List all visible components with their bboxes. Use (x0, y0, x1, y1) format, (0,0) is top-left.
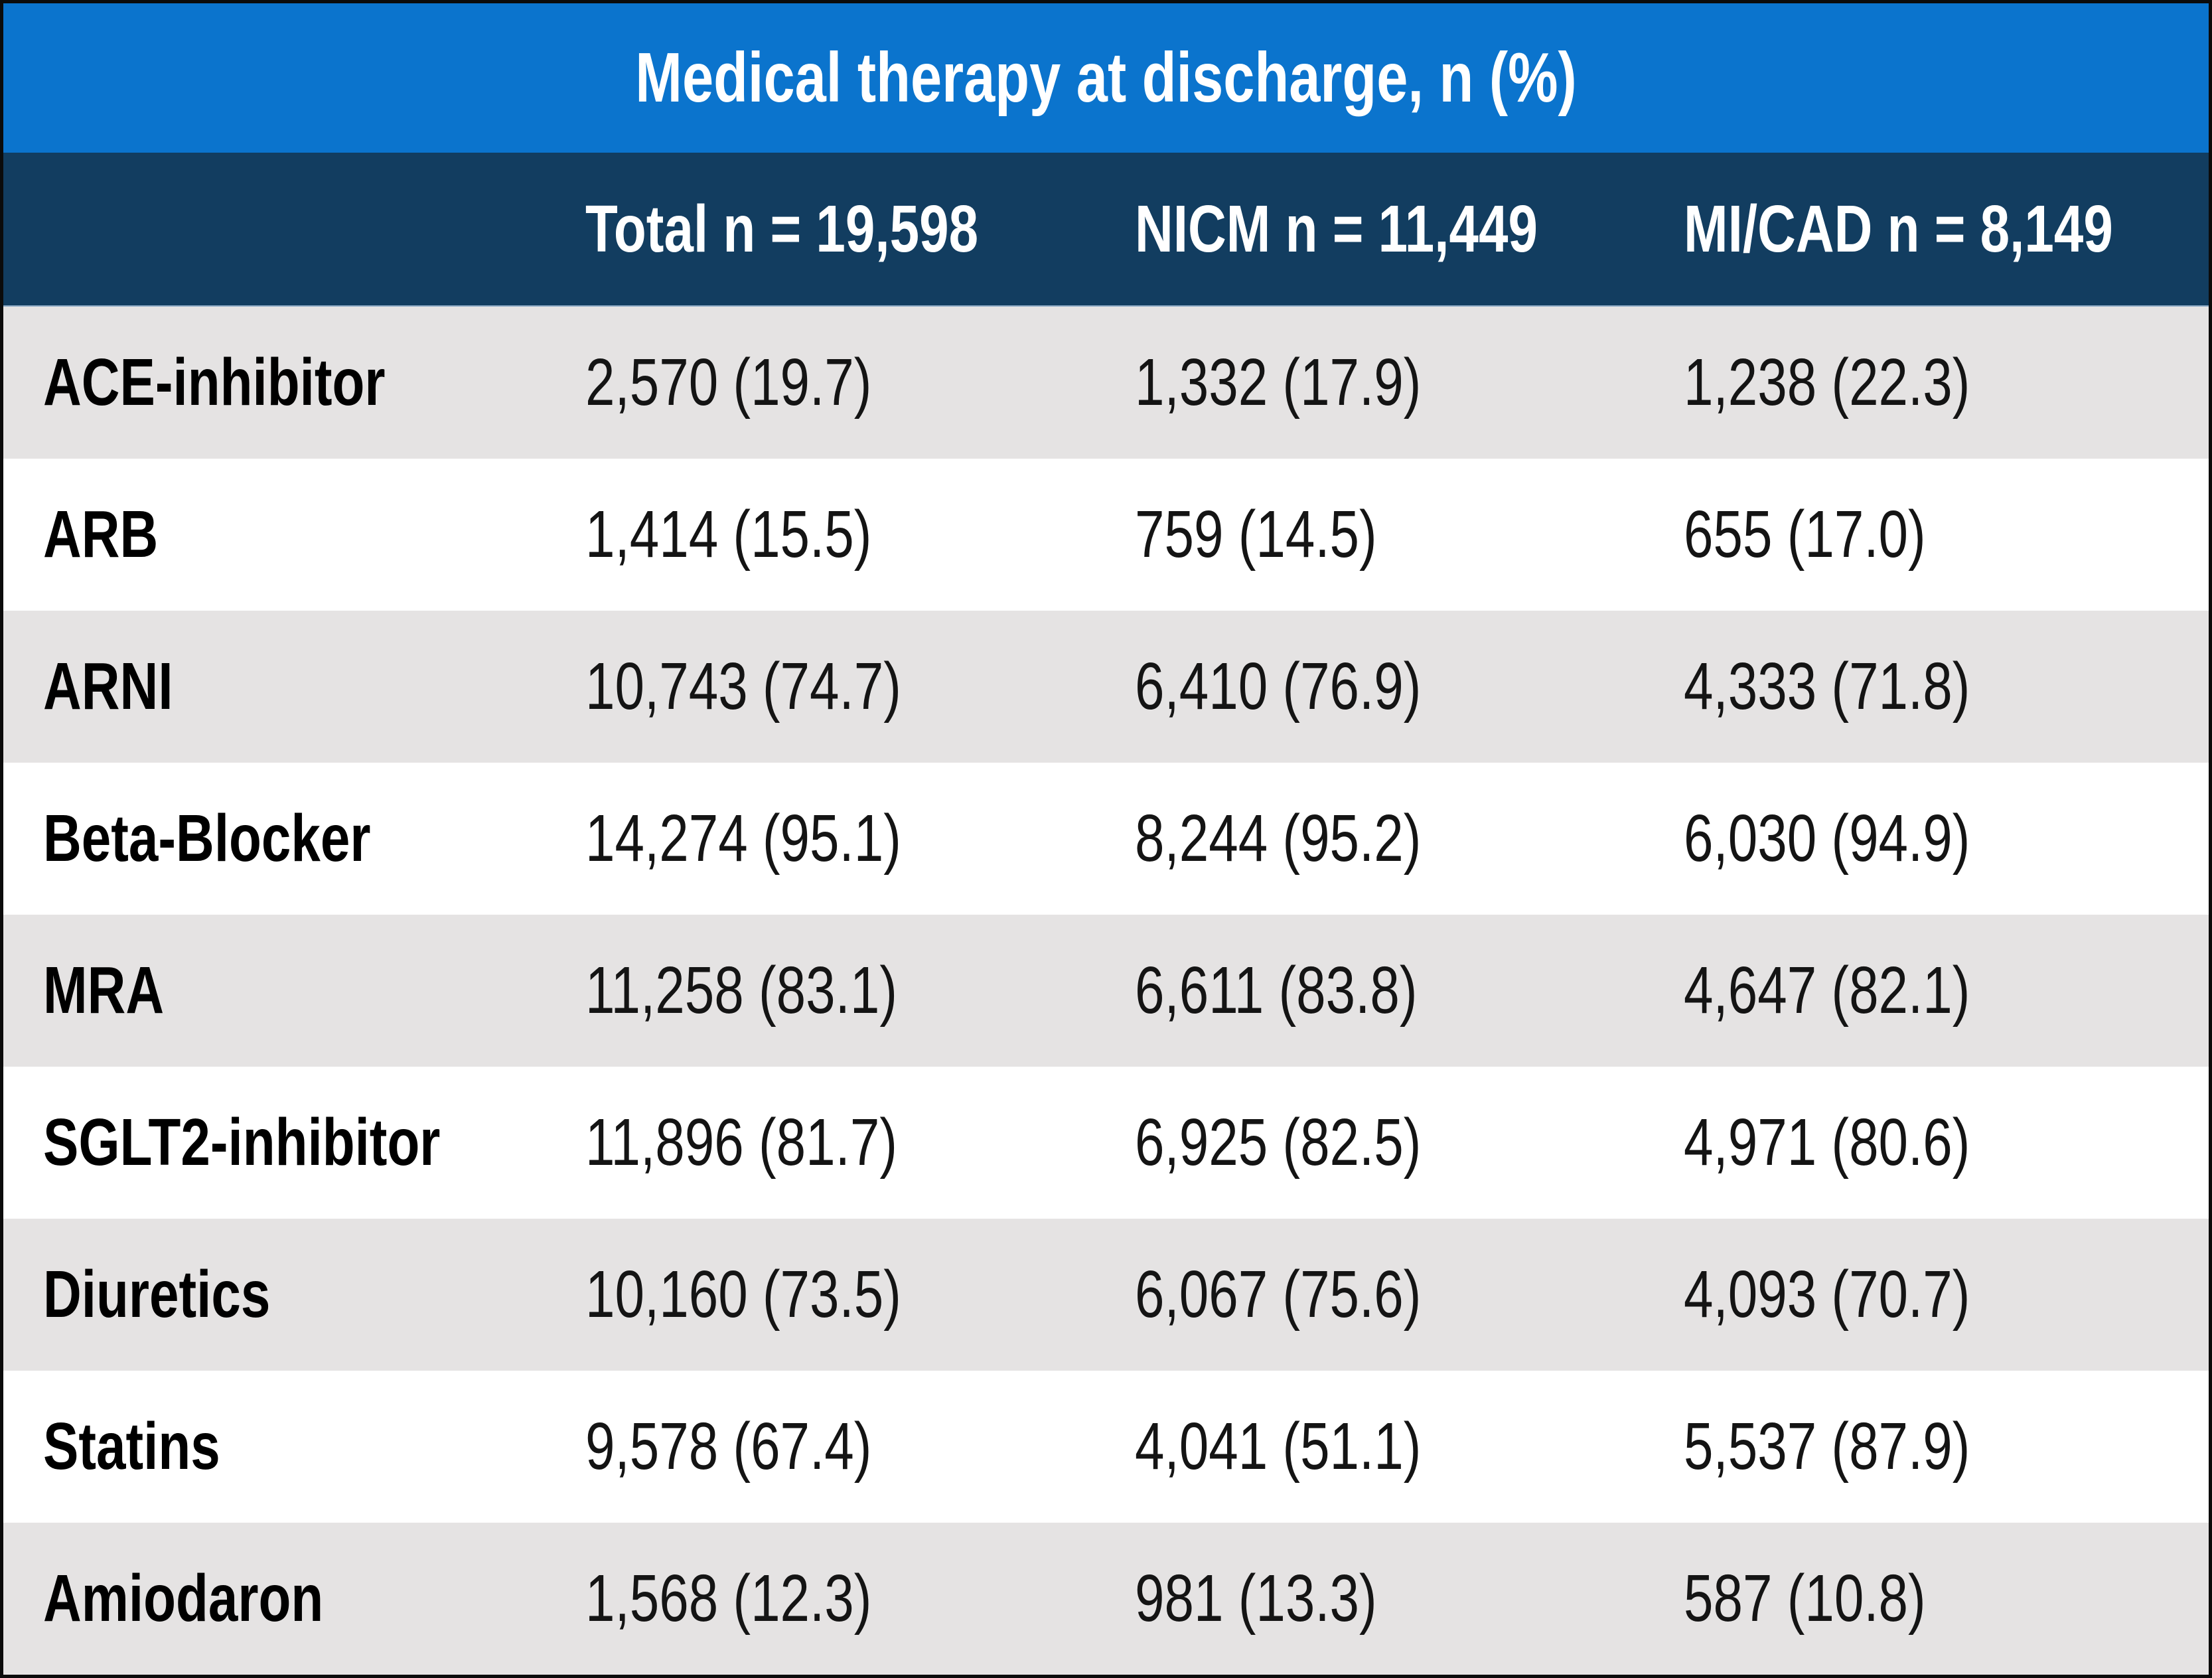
cell-nicm: 6,925 (82.5) (1135, 1105, 1684, 1181)
cell-value: 655 (17.0) (1684, 497, 1926, 572)
cell-nicm: 6,611 (83.8) (1135, 953, 1684, 1029)
table-header-row: Total n = 19,598 NICM n = 11,449 MI/CAD … (3, 153, 2209, 307)
cell-nicm: 4,041 (51.1) (1135, 1409, 1684, 1485)
cell-value: 4,647 (82.1) (1684, 953, 1970, 1028)
cell-total: 9,578 (67.4) (585, 1409, 1134, 1485)
cell-value: 6,611 (83.8) (1134, 953, 1418, 1028)
cell-micad: 655 (17.0) (1684, 496, 2209, 573)
cell-value: 10,743 (74.7) (585, 649, 902, 724)
cell-value: 1,414 (15.5) (585, 497, 872, 572)
column-header-micad: MI/CAD n = 8,149 (1684, 191, 2113, 266)
row-label-cell: Beta-Blocker (3, 801, 585, 877)
cell-value: 1,332 (17.9) (1134, 345, 1422, 420)
cell-micad: 4,333 (71.8) (1684, 648, 2209, 725)
row-label-cell: ARB (3, 496, 585, 573)
cell-nicm: 981 (13.3) (1135, 1561, 1684, 1637)
cell-nicm: 1,332 (17.9) (1135, 344, 1684, 421)
row-label: SGLT2-inhibitor (43, 1105, 441, 1180)
table-row-arb: ARB 1,414 (15.5) 759 (14.5) 655 (17.0) (3, 459, 2209, 611)
table-row-amiodaron: Amiodaron 1,568 (12.3) 981 (13.3) 587 (1… (3, 1523, 2209, 1675)
cell-micad: 5,537 (87.9) (1684, 1409, 2209, 1485)
cell-total: 2,570 (19.7) (585, 344, 1134, 421)
cell-value: 4,971 (80.6) (1684, 1105, 1970, 1180)
cell-value: 6,030 (94.9) (1684, 801, 1970, 876)
column-header-total: Total n = 19,598 (585, 191, 979, 266)
cell-total: 1,568 (12.3) (585, 1561, 1134, 1637)
cell-total: 1,414 (15.5) (585, 496, 1134, 573)
table-row-mra: MRA 11,258 (83.1) 6,611 (83.8) 4,647 (82… (3, 915, 2209, 1067)
cell-total: 10,160 (73.5) (585, 1257, 1134, 1333)
cell-value: 4,093 (70.7) (1684, 1257, 1970, 1332)
cell-value: 2,570 (19.7) (585, 345, 872, 420)
table-row-diuretics: Diuretics 10,160 (73.5) 6,067 (75.6) 4,0… (3, 1219, 2209, 1371)
header-cell-total: Total n = 19,598 (585, 191, 1134, 267)
cell-value: 11,258 (83.1) (585, 953, 898, 1028)
row-label: Diuretics (43, 1257, 271, 1332)
cell-nicm: 8,244 (95.2) (1135, 801, 1684, 877)
cell-total: 11,896 (81.7) (585, 1105, 1134, 1181)
cell-micad: 587 (10.8) (1684, 1561, 2209, 1637)
cell-value: 6,925 (82.5) (1134, 1105, 1422, 1180)
cell-value: 5,537 (87.9) (1684, 1409, 1970, 1484)
cell-total: 14,274 (95.1) (585, 801, 1134, 877)
header-cell-micad: MI/CAD n = 8,149 (1684, 191, 2209, 267)
row-label-cell: ACE-inhibitor (3, 344, 585, 421)
cell-micad: 4,971 (80.6) (1684, 1105, 2209, 1181)
cell-value: 981 (13.3) (1134, 1561, 1377, 1636)
row-label: ARB (43, 497, 159, 572)
cell-value: 9,578 (67.4) (585, 1409, 872, 1484)
cell-micad: 6,030 (94.9) (1684, 801, 2209, 877)
cell-value: 1,238 (22.3) (1684, 345, 1970, 420)
cell-nicm: 6,410 (76.9) (1135, 648, 1684, 725)
cell-micad: 4,093 (70.7) (1684, 1257, 2209, 1333)
row-label-cell: Statins (3, 1409, 585, 1485)
cell-value: 4,041 (51.1) (1134, 1409, 1422, 1484)
cell-micad: 4,647 (82.1) (1684, 953, 2209, 1029)
column-header-nicm: NICM n = 11,449 (1134, 191, 1538, 266)
cell-value: 1,568 (12.3) (585, 1561, 872, 1636)
row-label: MRA (43, 953, 165, 1028)
row-label: ARNI (43, 649, 173, 724)
cell-nicm: 759 (14.5) (1135, 496, 1684, 573)
cell-value: 11,896 (81.7) (585, 1105, 898, 1180)
cell-value: 6,410 (76.9) (1134, 649, 1422, 724)
table-row-arni: ARNI 10,743 (74.7) 6,410 (76.9) 4,333 (7… (3, 611, 2209, 763)
row-label-cell: MRA (3, 953, 585, 1029)
table-row-sglt2-inhibitor: SGLT2-inhibitor 11,896 (81.7) 6,925 (82.… (3, 1067, 2209, 1219)
table-title-bar: Medical therapy at discharge, n (%) (3, 3, 2209, 153)
row-label: Beta-Blocker (43, 801, 371, 876)
cell-value: 759 (14.5) (1134, 497, 1377, 572)
row-label: Statins (43, 1409, 220, 1484)
row-label-cell: Amiodaron (3, 1561, 585, 1637)
row-label-cell: Diuretics (3, 1257, 585, 1333)
row-label-cell: SGLT2-inhibitor (3, 1105, 585, 1181)
row-label: Amiodaron (43, 1561, 324, 1636)
cell-value: 8,244 (95.2) (1134, 801, 1422, 876)
header-cell-nicm: NICM n = 11,449 (1135, 191, 1684, 267)
table-title: Medical therapy at discharge, n (%) (635, 38, 1577, 117)
table-row-ace-inhibitor: ACE-inhibitor 2,570 (19.7) 1,332 (17.9) … (3, 307, 2209, 459)
cell-value: 4,333 (71.8) (1684, 649, 1970, 724)
cell-total: 10,743 (74.7) (585, 648, 1134, 725)
cell-micad: 1,238 (22.3) (1684, 344, 2209, 421)
row-label-cell: ARNI (3, 648, 585, 725)
table-row-statins: Statins 9,578 (67.4) 4,041 (51.1) 5,537 … (3, 1371, 2209, 1523)
table-row-beta-blocker: Beta-Blocker 14,274 (95.1) 8,244 (95.2) … (3, 763, 2209, 915)
cell-total: 11,258 (83.1) (585, 953, 1134, 1029)
cell-value: 10,160 (73.5) (585, 1257, 902, 1332)
cell-value: 6,067 (75.6) (1134, 1257, 1422, 1332)
row-label: ACE-inhibitor (43, 345, 386, 420)
cell-value: 14,274 (95.1) (585, 801, 902, 876)
cell-nicm: 6,067 (75.6) (1135, 1257, 1684, 1333)
cell-value: 587 (10.8) (1684, 1561, 1926, 1636)
